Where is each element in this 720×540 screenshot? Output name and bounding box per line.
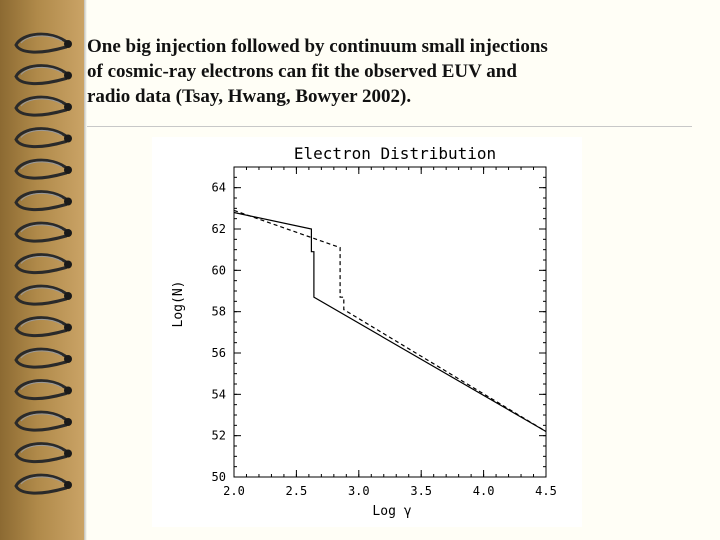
notebook-spine <box>0 0 84 540</box>
y-tick-label: 56 <box>212 346 226 360</box>
x-tick-label: 3.0 <box>348 484 370 498</box>
binding-ring <box>14 410 72 432</box>
headline-line-2: of cosmic-ray electrons can fit the obse… <box>87 61 517 82</box>
y-tick-label: 60 <box>212 263 226 277</box>
y-axis-ticks: 50 52 54 56 58 60 62 64 <box>212 166 546 484</box>
binding-ring <box>14 284 72 306</box>
slide-headline: One big injection followed by continuum … <box>87 34 687 109</box>
y-tick-label: 64 <box>212 181 226 195</box>
binding-ring <box>14 127 72 148</box>
binding-ring <box>14 379 72 400</box>
y-tick-label: 62 <box>212 222 226 236</box>
x-tick-label: 2.0 <box>223 484 245 498</box>
binding-ring <box>14 253 72 274</box>
electron-distribution-chart: Electron Distribution 2.0 2.5 3.0 3.5 4.0 4.5… <box>152 137 582 527</box>
page-edge-shadow <box>84 0 87 540</box>
y-tick-label: 58 <box>212 305 226 319</box>
chart-title: Electron Distribution <box>294 144 496 163</box>
binding-ring <box>14 473 72 495</box>
binding-ring <box>14 190 72 211</box>
headline-line-1: One big injection followed by continuum … <box>87 36 548 57</box>
binding-ring <box>14 32 72 54</box>
x-axis-label: Log γ <box>372 504 411 519</box>
binding-ring <box>14 221 72 243</box>
dashed-series-line <box>233 209 547 433</box>
spiral-binding-rings <box>14 32 72 495</box>
binding-ring <box>14 347 72 369</box>
binding-ring <box>14 316 72 337</box>
binding-ring <box>14 442 72 463</box>
headline-divider <box>87 126 692 127</box>
y-axis-label: Log(N) <box>171 281 186 328</box>
headline-line-3: radio data (Tsay, Hwang, Bowyer 2002). <box>87 86 412 107</box>
binding-ring <box>14 95 72 117</box>
chart-series <box>233 209 547 433</box>
y-tick-label: 52 <box>212 429 226 443</box>
chart-background <box>152 137 582 527</box>
binding-ring <box>14 158 72 180</box>
x-tick-label: 3.5 <box>410 484 432 498</box>
x-tick-label: 4.0 <box>473 484 495 498</box>
x-tick-label: 4.5 <box>535 484 557 498</box>
y-tick-label: 54 <box>212 387 226 401</box>
y-tick-label: 50 <box>212 470 226 484</box>
binding-ring <box>14 64 72 85</box>
x-axis-ticks: 2.0 2.5 3.0 3.5 4.0 4.5 <box>223 167 557 498</box>
x-tick-label: 2.5 <box>286 484 308 498</box>
solid-series-line <box>233 211 547 433</box>
